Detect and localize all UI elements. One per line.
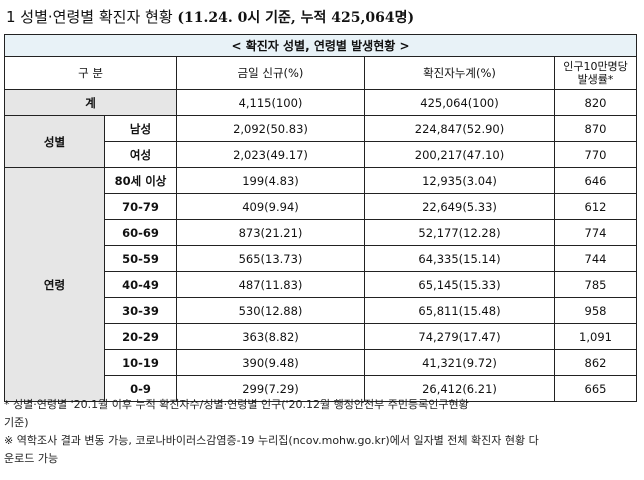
footnote-line: ※ 역학조사 결과 변동 가능, 코로나바이러스감염증-19 누리집(ncov.… [4, 434, 539, 447]
footnote-rate: * 성별·연령별 '20.1월 이후 누적 확진자수/성별·연령별 인구('20… [4, 396, 636, 432]
table-banner: < 확진자 성별, 연령별 발생현황 > [3, 34, 638, 57]
table-row: 0-9 299(7.29) 26,412(6.21) 665 [5, 375, 638, 402]
cell-cumulative: 224,847(52.90) [364, 115, 555, 142]
table-row: 50-59 565(13.73) 64,335(15.14) 744 [5, 245, 638, 272]
title-subtitle: (11.24. 0시 기준, 누적 425,064명) [177, 10, 415, 26]
row-label: 80세 이상 [104, 167, 177, 194]
cell-cumulative: 12,935(3.04) [364, 167, 555, 194]
footnote-line: * 성별·연령별 '20.1월 이후 누적 확진자수/성별·연령별 인구('20… [4, 398, 469, 411]
cell-rate: 870 [553, 115, 638, 142]
cell-new: 530(12.88) [176, 297, 365, 324]
cell-rate: 958 [553, 297, 638, 324]
cell-cumulative: 425,064(100) [364, 89, 555, 116]
header-rate: 인구10만명당 발생률* [553, 56, 638, 90]
table-row: 10-19 390(9.48) 41,321(9.72) 862 [5, 349, 638, 376]
table-row: 연령 80세 이상 199(4.83) 12,935(3.04) 646 [4, 167, 638, 402]
page-title: 1 성별·연령별 확진자 현황 (11.24. 0시 기준, 누적 425,06… [6, 6, 638, 27]
footnote-line: 운로드 가능 [4, 452, 59, 465]
cell-new: 2,092(50.83) [176, 115, 365, 142]
cell-new: 409(9.94) [176, 193, 365, 220]
footnote-download: ※ 역학조사 결과 변동 가능, 코로나바이러스감염증-19 누리집(ncov.… [4, 432, 636, 468]
row-label: 0-9 [104, 375, 177, 402]
cell-new: 363(8.82) [176, 323, 365, 350]
cell-rate: 774 [553, 219, 638, 246]
header-new: 금일 신규(%) [176, 56, 365, 90]
cell-rate: 612 [553, 193, 638, 220]
row-label: 여성 [104, 141, 177, 168]
cell-cumulative: 22,649(5.33) [364, 193, 555, 220]
row-label: 60-69 [104, 219, 177, 246]
cell-rate: 665 [553, 375, 638, 402]
table-row: 성별 남성 2,092(50.83) 224,847(52.90) 870 [4, 115, 638, 168]
cell-cumulative: 65,145(15.33) [364, 271, 555, 298]
table-row: 60-69 873(21.21) 52,177(12.28) 774 [5, 219, 638, 246]
table-row: 20-29 363(8.82) 74,279(17.47) 1,091 [5, 323, 638, 350]
header-row: 구 분 금일 신규(%) 확진자누계(%) 인구10만명당 발생률* [4, 56, 638, 90]
cell-cumulative: 65,811(15.48) [364, 297, 555, 324]
cell-new: 4,115(100) [176, 89, 365, 116]
cell-cumulative: 64,335(15.14) [364, 245, 555, 272]
cell-new: 873(21.21) [176, 219, 365, 246]
cell-cumulative: 74,279(17.47) [364, 323, 555, 350]
table-row: 40-49 487(11.83) 65,145(15.33) 785 [5, 271, 638, 298]
cell-rate: 785 [553, 271, 638, 298]
cell-new: 299(7.29) [176, 375, 365, 402]
row-label: 10-19 [104, 349, 177, 376]
cell-rate: 646 [553, 167, 638, 194]
table-row: 여성 2,023(49.17) 200,217(47.10) 770 [5, 141, 638, 168]
header-rate-line1: 인구10만명당 [563, 60, 628, 73]
row-label: 남성 [104, 115, 177, 142]
cell-new: 565(13.73) [176, 245, 365, 272]
table-row-total: 계 4,115(100) 425,064(100) 820 [4, 89, 638, 116]
header-category: 구 분 [4, 56, 177, 90]
cell-cumulative: 41,321(9.72) [364, 349, 555, 376]
cell-new: 390(9.48) [176, 349, 365, 376]
row-label: 계 [4, 89, 177, 116]
table-row: 70-79 409(9.94) 22,649(5.33) 612 [5, 193, 638, 220]
cell-new: 2,023(49.17) [176, 141, 365, 168]
header-rate-line2: 발생률* [577, 73, 614, 86]
row-label: 40-49 [104, 271, 177, 298]
cell-rate: 1,091 [553, 323, 638, 350]
title-main: 1 성별·연령별 확진자 현황 [6, 8, 173, 26]
cell-new: 487(11.83) [176, 271, 365, 298]
footnotes: * 성별·연령별 '20.1월 이후 누적 확진자수/성별·연령별 인구('20… [4, 396, 636, 468]
cell-new: 199(4.83) [176, 167, 365, 194]
group-label-age: 연령 [4, 167, 105, 402]
cell-cumulative: 52,177(12.28) [364, 219, 555, 246]
row-label: 50-59 [104, 245, 177, 272]
cell-rate: 820 [553, 89, 638, 116]
cell-rate: 744 [553, 245, 638, 272]
cell-rate: 770 [553, 141, 638, 168]
cell-rate: 862 [553, 349, 638, 376]
header-cumulative: 확진자누계(%) [364, 56, 555, 90]
group-label-gender: 성별 [4, 115, 105, 168]
stats-table: < 확진자 성별, 연령별 발생현황 > 구 분 금일 신규(%) 확진자누계(… [3, 34, 638, 402]
cell-cumulative: 26,412(6.21) [364, 375, 555, 402]
table-row: 30-39 530(12.88) 65,811(15.48) 958 [5, 297, 638, 324]
row-label: 20-29 [104, 323, 177, 350]
row-label: 30-39 [104, 297, 177, 324]
row-label: 70-79 [104, 193, 177, 220]
cell-cumulative: 200,217(47.10) [364, 141, 555, 168]
footnote-line: 기준) [4, 416, 29, 429]
